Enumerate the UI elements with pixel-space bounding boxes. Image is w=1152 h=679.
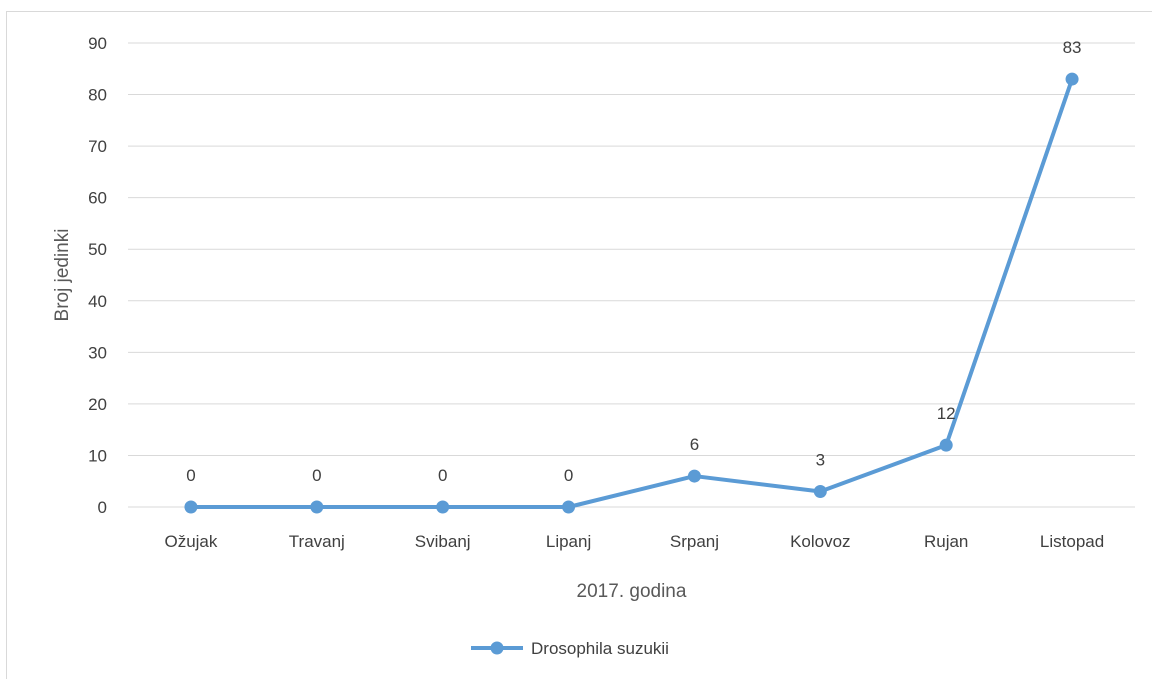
x-tick-label: Lipanj bbox=[546, 532, 591, 551]
y-tick-label: 80 bbox=[88, 86, 107, 105]
legend-marker bbox=[490, 641, 504, 655]
y-tick-label: 90 bbox=[88, 34, 107, 53]
data-point[interactable] bbox=[939, 438, 953, 452]
gridlines bbox=[128, 42, 1135, 508]
y-tick-label: 60 bbox=[88, 189, 107, 208]
data-label: 3 bbox=[816, 451, 825, 470]
legend[interactable]: Drosophila suzukii bbox=[471, 639, 669, 658]
y-tick-label: 10 bbox=[88, 446, 107, 465]
x-axis-ticks: Ožujak Travanj Svibanj Lipanj Srpanj Kolovoz R… bbox=[164, 532, 1104, 551]
data-label: 12 bbox=[937, 404, 956, 423]
data-label: 0 bbox=[186, 466, 195, 485]
data-labels: 0 0 0 0 6 3 12 83 bbox=[186, 38, 1081, 485]
y-tick-label: 70 bbox=[88, 137, 107, 156]
data-point[interactable] bbox=[310, 500, 324, 514]
y-axis-title: Broj jedinki bbox=[52, 229, 73, 322]
y-tick-label: 0 bbox=[98, 498, 107, 517]
data-point[interactable] bbox=[562, 500, 576, 514]
data-point[interactable] bbox=[436, 500, 450, 514]
x-tick-label: Ožujak bbox=[164, 532, 217, 551]
data-label: 83 bbox=[1063, 38, 1082, 57]
x-tick-label: Listopad bbox=[1040, 532, 1104, 551]
y-tick-label: 50 bbox=[88, 240, 107, 259]
y-tick-label: 40 bbox=[88, 292, 107, 311]
y-tick-label: 30 bbox=[88, 343, 107, 362]
data-point[interactable] bbox=[687, 469, 701, 483]
data-point[interactable] bbox=[813, 485, 827, 499]
series-group bbox=[184, 72, 1079, 514]
x-tick-label: Svibanj bbox=[415, 532, 471, 551]
data-label: 0 bbox=[438, 466, 447, 485]
x-tick-label: Rujan bbox=[924, 532, 968, 551]
data-point[interactable] bbox=[184, 500, 198, 514]
x-tick-label: Travanj bbox=[289, 532, 345, 551]
data-label: 0 bbox=[564, 466, 573, 485]
data-label: 6 bbox=[690, 435, 699, 454]
chart-frame bbox=[6, 11, 1152, 679]
x-tick-label: Kolovoz bbox=[790, 532, 850, 551]
x-tick-label: Srpanj bbox=[670, 532, 719, 551]
y-axis-ticks: 0 10 20 30 40 50 60 70 80 90 bbox=[88, 34, 107, 517]
x-axis-title: 2017. godina bbox=[577, 581, 687, 602]
data-label: 0 bbox=[312, 466, 321, 485]
data-point[interactable] bbox=[1065, 72, 1079, 86]
legend-label: Drosophila suzukii bbox=[531, 639, 669, 658]
series-line[interactable] bbox=[190, 78, 1074, 509]
y-tick-label: 20 bbox=[88, 395, 107, 414]
